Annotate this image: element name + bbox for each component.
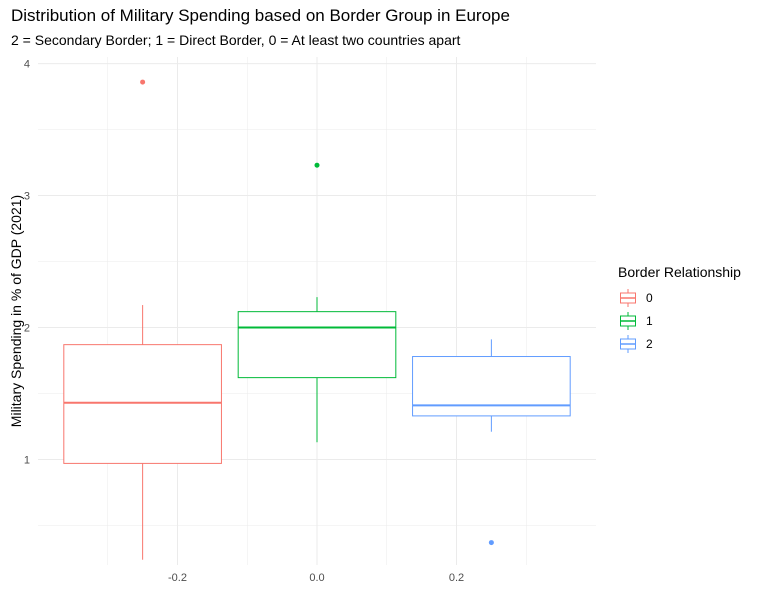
outlier-point — [488, 540, 494, 546]
legend-key — [620, 288, 636, 307]
outlier-point — [140, 79, 146, 85]
x-tick-label: 0.2 — [449, 572, 464, 584]
box-group-0 — [63, 79, 222, 560]
x-tick-label: -0.2 — [168, 572, 187, 584]
legend: Border Relationship 0 1 2 — [618, 264, 741, 355]
legend-label: 2 — [646, 336, 653, 351]
chart-title: Distribution of Military Spending based … — [11, 6, 510, 25]
legend-item-2: 2 — [618, 332, 741, 355]
legend-key — [620, 334, 636, 353]
outlier-point — [314, 162, 320, 168]
legend-label: 0 — [646, 290, 653, 305]
box-group-2 — [412, 339, 571, 546]
x-tick-labels: -0.2 0.0 0.2 — [168, 572, 464, 584]
chart-subtitle: 2 = Secondary Border; 1 = Direct Border,… — [11, 32, 461, 48]
y-axis-label: Military Spending in % of GDP (2021) — [8, 195, 24, 427]
box — [412, 356, 571, 417]
legend-title: Border Relationship — [618, 264, 741, 280]
legend-items: 0 1 2 — [618, 286, 741, 355]
box — [237, 311, 397, 379]
x-tick-label: 0.0 — [309, 572, 324, 584]
grid-lines — [38, 57, 596, 565]
boxplot-series — [63, 79, 571, 560]
y-tick-label: 3 — [24, 191, 30, 203]
legend-item-0: 0 — [618, 286, 741, 309]
y-tick-labels: 1 2 3 4 — [24, 59, 30, 467]
y-tick-label: 4 — [24, 59, 30, 71]
box — [63, 344, 222, 464]
legend-label: 1 — [646, 313, 653, 328]
y-tick-label: 2 — [24, 322, 30, 334]
y-tick-label: 1 — [24, 454, 30, 466]
box-group-1 — [237, 162, 397, 443]
legend-key — [620, 311, 636, 330]
legend-item-1: 1 — [618, 309, 741, 332]
